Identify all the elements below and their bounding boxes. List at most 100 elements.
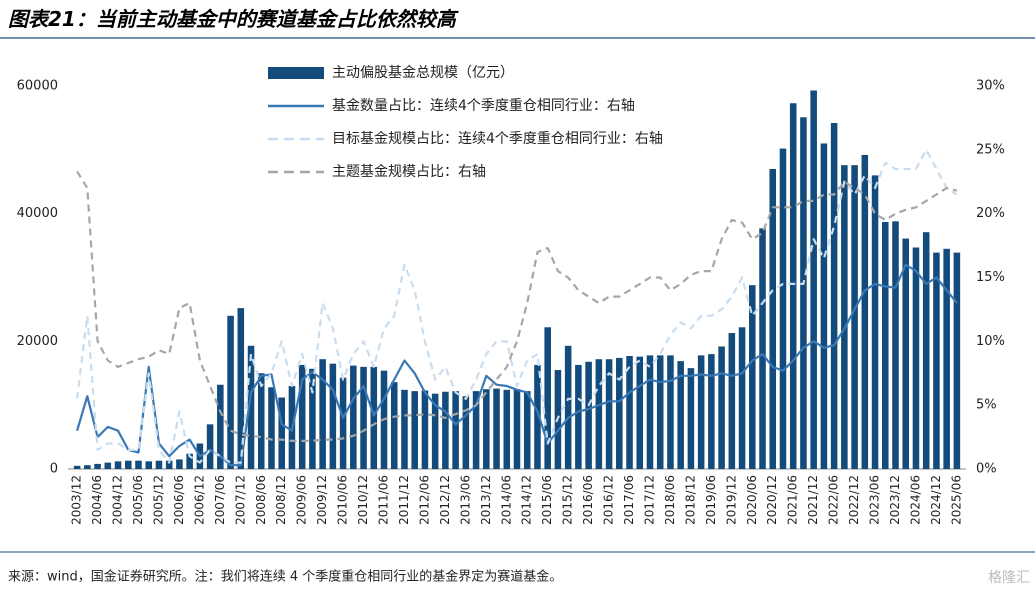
bar — [257, 373, 265, 469]
x-tick-label: 2025/06 — [949, 475, 963, 525]
line-series — [76, 148, 958, 464]
bar — [687, 368, 695, 469]
legend-label: 主动偏股基金总规模（亿元） — [332, 64, 514, 81]
x-tick-label: 2008/12 — [274, 475, 288, 525]
x-tick-label: 2008/06 — [254, 475, 268, 525]
y2-tick-label: 30% — [976, 79, 1005, 94]
bar — [779, 148, 787, 469]
bar — [667, 355, 674, 469]
bar — [728, 333, 736, 469]
bar — [922, 232, 930, 469]
bar — [442, 391, 449, 469]
bar — [145, 461, 152, 469]
bar — [503, 389, 511, 469]
bar — [605, 359, 613, 469]
x-tick-label: 2011/12 — [397, 475, 411, 525]
x-tick-label: 2010/06 — [336, 475, 350, 525]
x-tick-label: 2018/12 — [683, 475, 697, 525]
legend-swatch — [268, 67, 324, 79]
x-tick-label: 2021/12 — [806, 475, 820, 525]
bar — [390, 382, 398, 469]
y2-tick-label: 25% — [976, 142, 1005, 157]
y2-tick-label: 15% — [976, 270, 1005, 285]
x-tick-label: 2018/06 — [663, 475, 677, 525]
bar — [575, 364, 582, 469]
x-tick-label: 2024/06 — [908, 475, 922, 525]
y-tick-label: 20000 — [17, 334, 58, 349]
bar — [892, 221, 899, 469]
bar — [155, 460, 163, 469]
bar — [523, 391, 531, 469]
x-tick-label: 2016/12 — [602, 475, 616, 525]
bar — [564, 345, 572, 469]
bar — [176, 459, 183, 469]
bar — [882, 221, 889, 469]
bar — [902, 238, 910, 469]
x-tick-label: 2011/06 — [377, 475, 391, 525]
x-tick-label: 2023/06 — [868, 475, 882, 525]
chart-title: 图表21：当前主动基金中的赛道基金占比依然较高 — [8, 7, 459, 31]
bar — [73, 465, 81, 469]
bar — [933, 252, 940, 469]
x-tick-label: 2010/12 — [356, 475, 370, 525]
x-tick-label: 2005/06 — [131, 475, 145, 525]
bar — [708, 354, 715, 469]
x-tick-label: 2004/12 — [111, 475, 125, 525]
bar — [534, 364, 541, 469]
x-tick-label: 2007/12 — [233, 475, 247, 525]
bar — [217, 384, 224, 469]
bar — [943, 248, 950, 469]
bar — [452, 391, 459, 469]
bar — [513, 389, 521, 469]
bar — [738, 327, 746, 469]
bar — [360, 366, 367, 469]
x-tick-label: 2012/06 — [417, 475, 431, 525]
bar — [411, 391, 418, 469]
bar — [646, 355, 654, 469]
bar — [268, 387, 275, 469]
bar — [472, 391, 480, 469]
x-tick-label: 2006/12 — [192, 475, 206, 525]
source-note: 来源：wind，国金证券研究所。注：我们将连续 4 个季度重仓相同行业的基金界定… — [8, 569, 562, 585]
y-tick-label: 40000 — [17, 206, 58, 221]
x-tick-label: 2003/12 — [70, 475, 84, 525]
bar — [431, 393, 439, 469]
bar — [789, 103, 797, 470]
bar — [544, 327, 551, 469]
bar — [329, 363, 337, 469]
bar — [830, 123, 838, 470]
x-tick-label: 2022/06 — [827, 475, 841, 525]
x-tick-label: 2016/06 — [581, 475, 595, 525]
bar — [206, 424, 214, 469]
x-tick-label: 2013/06 — [458, 475, 472, 525]
bar — [462, 396, 470, 469]
bar — [616, 357, 623, 469]
x-tick-label: 2004/06 — [90, 475, 104, 525]
bar — [769, 168, 777, 469]
bar — [810, 90, 817, 470]
bar — [861, 154, 869, 469]
x-tick-label: 2019/06 — [704, 475, 718, 525]
x-tick-label: 2007/06 — [213, 475, 227, 525]
x-tick-label: 2006/06 — [172, 475, 186, 525]
bar — [370, 366, 378, 469]
x-tick-label: 2009/06 — [295, 475, 309, 525]
bar — [84, 465, 91, 469]
bar — [636, 356, 644, 469]
x-tick-label: 2017/06 — [622, 475, 636, 525]
bar — [237, 308, 245, 469]
line-series — [76, 170, 958, 442]
x-tick-label: 2015/12 — [561, 475, 575, 525]
bar — [94, 463, 101, 469]
bar — [339, 377, 347, 469]
bar — [298, 364, 306, 469]
bar — [186, 453, 193, 469]
x-tick-label: 2020/06 — [745, 475, 759, 525]
bar — [165, 460, 173, 469]
x-tick-label: 2020/12 — [765, 475, 779, 525]
x-tick-label: 2017/12 — [642, 475, 656, 525]
x-tick-label: 2024/12 — [929, 475, 943, 525]
bar — [595, 359, 603, 469]
y2-tick-label: 20% — [976, 206, 1005, 221]
